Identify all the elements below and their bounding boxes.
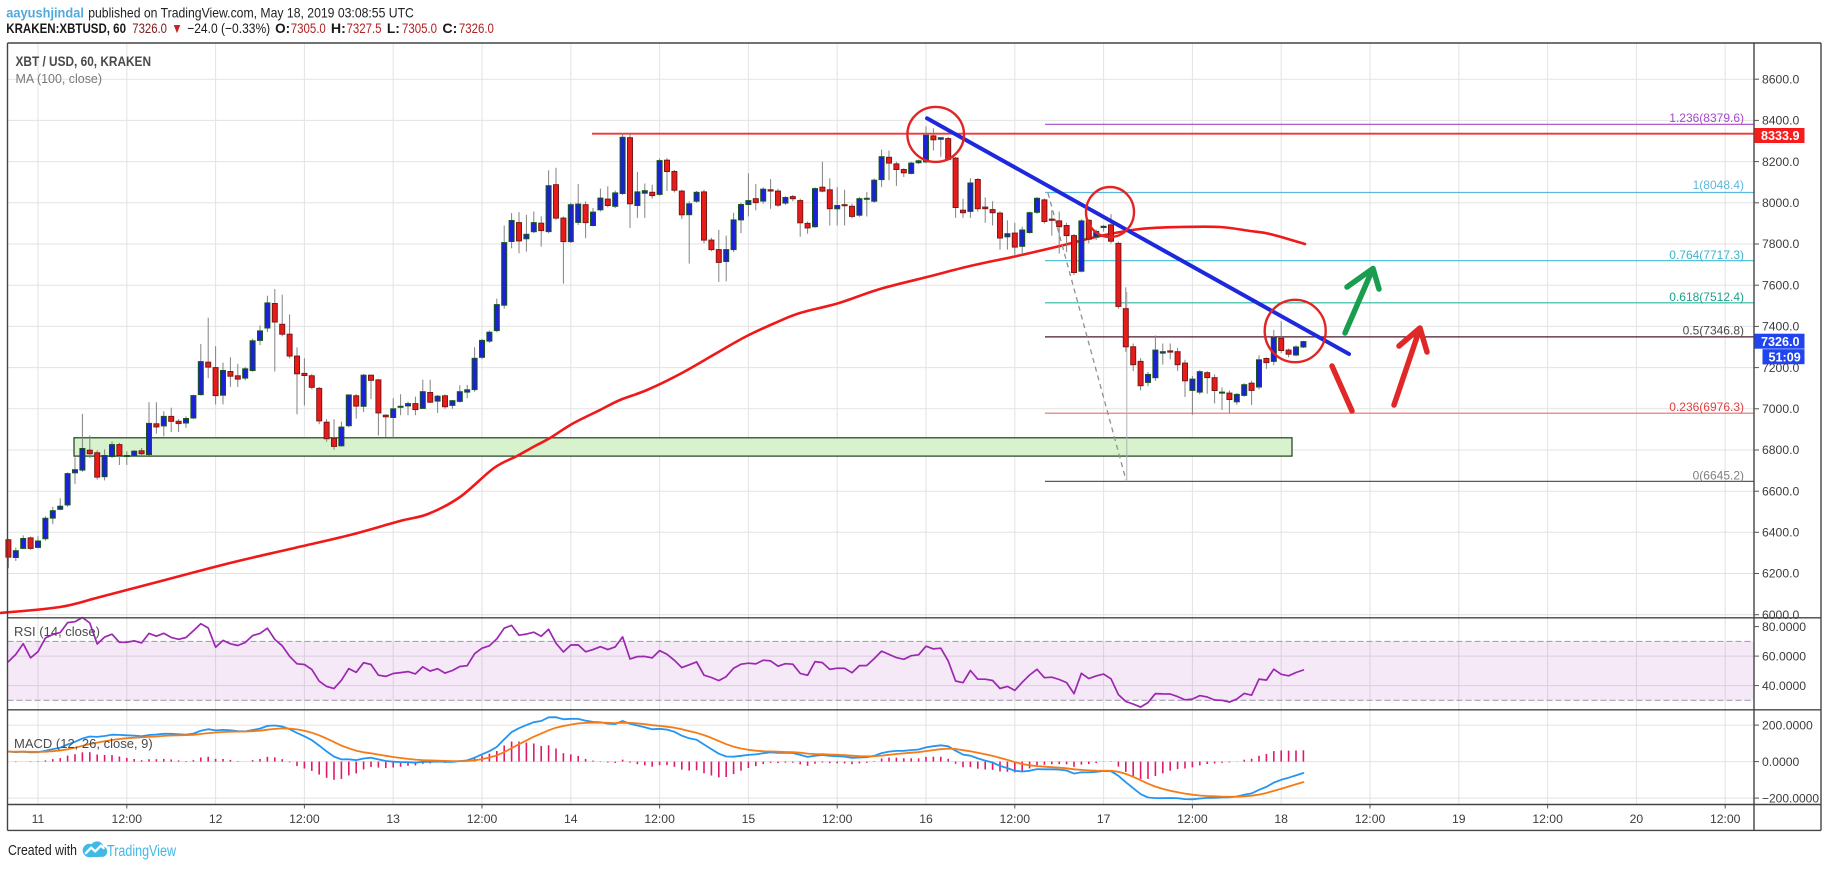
svg-text:6600.0: 6600.0 [1762,484,1799,498]
svg-text:0.618(7512.4): 0.618(7512.4) [1669,290,1744,304]
svg-text:13: 13 [386,812,400,826]
svg-text:O:: O: [275,20,290,36]
svg-text:12:00: 12:00 [1000,812,1031,826]
svg-text:51:09: 51:09 [1769,350,1801,364]
svg-text:18: 18 [1274,812,1288,826]
svg-text:14: 14 [564,812,578,826]
svg-text:−24.0 (−0.33%): −24.0 (−0.33%) [187,20,270,36]
svg-text:7327.5: 7327.5 [347,20,382,36]
svg-text:0.236(6976.3): 0.236(6976.3) [1669,400,1744,414]
svg-text:12:00: 12:00 [112,812,143,826]
svg-text:6400.0: 6400.0 [1762,526,1799,540]
svg-text:8000.0: 8000.0 [1762,196,1799,210]
svg-text:8600.0: 8600.0 [1762,72,1799,86]
svg-text:TradingView: TradingView [107,843,177,860]
svg-text:200.0000: 200.0000 [1762,718,1813,732]
svg-text:1.236(8379.6): 1.236(8379.6) [1669,111,1744,125]
svg-text:12: 12 [209,812,223,826]
svg-text:7600.0: 7600.0 [1762,278,1799,292]
svg-text:8200.0: 8200.0 [1762,155,1799,169]
svg-text:12:00: 12:00 [822,812,853,826]
svg-text:7200.0: 7200.0 [1762,361,1799,375]
svg-text:7326.0: 7326.0 [459,20,494,36]
svg-text:L:: L: [387,20,400,36]
svg-text:7305.0: 7305.0 [291,20,326,36]
svg-text:12:00: 12:00 [1532,812,1563,826]
svg-text:XBT / USD, 60, KRAKEN: XBT / USD, 60, KRAKEN [16,54,152,69]
svg-text:8333.9: 8333.9 [1761,129,1800,143]
svg-text:12:00: 12:00 [1710,812,1741,826]
svg-text:80.0000: 80.0000 [1762,620,1806,634]
svg-text:7305.0: 7305.0 [402,20,437,36]
svg-text:0(6645.2): 0(6645.2) [1693,469,1744,483]
svg-text:17: 17 [1097,812,1111,826]
svg-text:H:: H: [331,20,346,36]
svg-text:1(8048.4): 1(8048.4) [1693,178,1744,192]
svg-text:0.764(7717.3): 0.764(7717.3) [1669,248,1744,262]
svg-text:C:: C: [442,20,457,36]
svg-text:11: 11 [32,812,45,826]
svg-text:7326.0: 7326.0 [1761,335,1800,349]
svg-text:7800.0: 7800.0 [1762,237,1799,251]
svg-text:8400.0: 8400.0 [1762,114,1799,128]
svg-text:15: 15 [742,812,756,826]
svg-text:RSI (14, close): RSI (14, close) [14,624,100,639]
svg-text:12:00: 12:00 [289,812,320,826]
svg-text:6000.0: 6000.0 [1762,608,1799,622]
svg-text:40.0000: 40.0000 [1762,679,1806,693]
svg-text:20: 20 [1630,812,1644,826]
svg-text:19: 19 [1452,812,1466,826]
svg-text:aayushjindal: aayushjindal [6,5,84,21]
svg-text:12:00: 12:00 [1177,812,1208,826]
svg-text:−200.0000: −200.0000 [1762,791,1819,805]
svg-text:0.0000: 0.0000 [1762,755,1799,769]
svg-text:12:00: 12:00 [1355,812,1386,826]
svg-text:0.5(7346.8): 0.5(7346.8) [1683,323,1744,337]
svg-text:7400.0: 7400.0 [1762,320,1799,334]
svg-text:6200.0: 6200.0 [1762,567,1799,581]
svg-text:▼: ▼ [172,20,183,36]
svg-text:published on TradingView.com,: published on TradingView.com, May 18, 20… [88,5,414,21]
svg-text:12:00: 12:00 [467,812,498,826]
svg-text:60.0000: 60.0000 [1762,649,1806,663]
svg-text:7326.0: 7326.0 [132,20,167,36]
svg-text:16: 16 [919,812,933,826]
svg-text:12:00: 12:00 [644,812,675,826]
svg-text:MA (100, close): MA (100, close) [16,71,103,86]
svg-text:KRAKEN:XBTUSD, 60: KRAKEN:XBTUSD, 60 [6,20,126,36]
svg-text:7000.0: 7000.0 [1762,402,1799,416]
svg-text:MACD (12, 26, close, 9): MACD (12, 26, close, 9) [14,736,153,751]
svg-text:6800.0: 6800.0 [1762,443,1799,457]
svg-text:Created with: Created with [8,843,77,859]
